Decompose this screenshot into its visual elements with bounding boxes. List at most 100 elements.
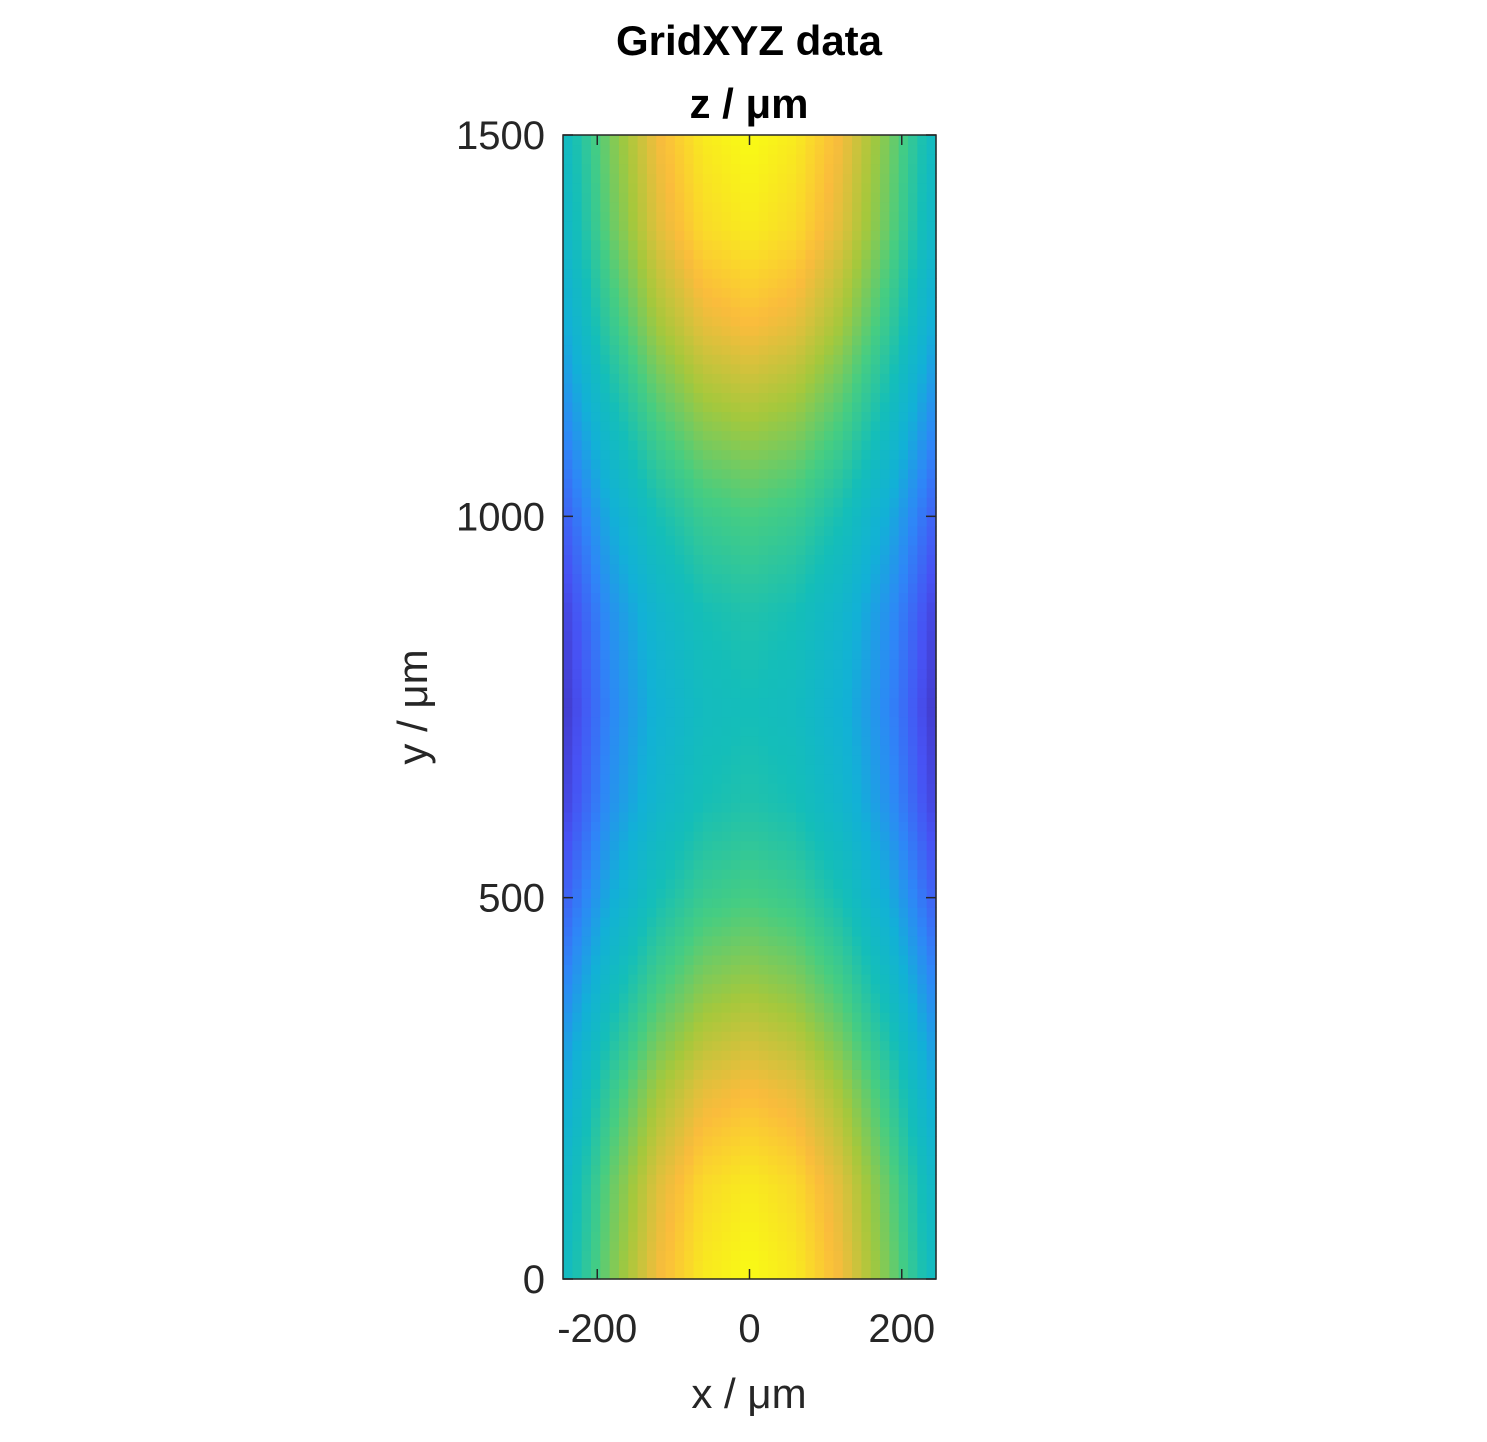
heatmap-cell: [609, 859, 620, 870]
heatmap-cell: [600, 1269, 611, 1280]
heatmap-cell: [590, 201, 601, 212]
heatmap-cell: [618, 1002, 629, 1013]
heatmap-cell: [665, 258, 676, 270]
heatmap-cell: [609, 649, 620, 660]
heatmap-cell: [684, 764, 695, 775]
heatmap-cell: [628, 773, 639, 784]
heatmap-cell: [833, 258, 844, 270]
heatmap-cell: [600, 392, 611, 403]
heatmap-cell: [572, 478, 583, 489]
heatmap-cell: [880, 135, 890, 146]
heatmap-cell: [889, 716, 900, 727]
heatmap-cell: [814, 783, 825, 794]
heatmap-cell: [572, 268, 583, 279]
heatmap-cell: [674, 544, 685, 556]
heatmap-cell: [870, 1031, 881, 1042]
heatmap-cell: [740, 1021, 751, 1032]
heatmap-cell: [749, 344, 760, 355]
heatmap-cell: [926, 945, 937, 956]
heatmap-cell: [693, 516, 704, 527]
heatmap-cell: [777, 964, 788, 975]
heatmap-cell: [852, 239, 862, 250]
heatmap-cell: [898, 630, 909, 641]
heatmap-cell: [572, 1269, 583, 1280]
heatmap-cell: [590, 354, 601, 365]
heatmap-cell: [861, 564, 872, 575]
heatmap-cell: [646, 1069, 657, 1080]
heatmap-cell: [796, 973, 807, 985]
heatmap-cell: [814, 621, 825, 632]
heatmap-cell: [833, 916, 844, 927]
heatmap-cell: [572, 1145, 583, 1156]
heatmap-cell: [796, 840, 807, 851]
heatmap-cell: [656, 220, 667, 231]
heatmap-cell: [842, 907, 853, 918]
heatmap-cell: [693, 421, 704, 432]
heatmap-cell: [758, 840, 769, 851]
heatmap-cell: [581, 602, 592, 613]
heatmap-cell: [833, 640, 844, 651]
heatmap-cell: [870, 335, 881, 346]
heatmap-cell: [572, 783, 583, 794]
heatmap-cell: [805, 707, 816, 718]
heatmap-cell: [637, 821, 648, 832]
heatmap-cell: [618, 201, 629, 212]
heatmap-cell: [842, 506, 853, 517]
heatmap-cell: [572, 573, 583, 584]
heatmap-cell: [563, 973, 573, 985]
heatmap-cell: [674, 773, 685, 784]
heatmap-cell: [609, 1145, 620, 1156]
heatmap-cell: [712, 1240, 723, 1251]
heatmap-cell: [665, 449, 676, 460]
heatmap-cell: [702, 888, 713, 899]
heatmap-cell: [861, 278, 872, 289]
heatmap-cell: [628, 239, 639, 250]
heatmap-cell: [600, 830, 611, 842]
heatmap-cell: [618, 583, 629, 594]
heatmap-cell: [758, 811, 769, 822]
heatmap-cell: [796, 983, 807, 994]
heatmap-cell: [842, 182, 853, 193]
heatmap-cell: [563, 592, 573, 603]
heatmap-cell: [824, 1145, 835, 1156]
heatmap-cell: [721, 726, 732, 737]
heatmap-cell: [628, 230, 639, 241]
heatmap-cell: [898, 335, 909, 346]
heatmap-cell: [674, 1116, 685, 1128]
heatmap-cell: [926, 525, 937, 536]
heatmap-cell: [796, 344, 807, 355]
heatmap-cell: [908, 707, 918, 718]
heatmap-cell: [777, 1012, 788, 1023]
heatmap-cell: [618, 1078, 629, 1089]
x-tick-label: 200: [868, 1307, 935, 1351]
heatmap-cell: [656, 583, 667, 594]
heatmap-cell: [646, 869, 657, 880]
heatmap-cell: [674, 163, 685, 174]
heatmap-cell: [721, 993, 732, 1004]
heatmap-cell: [637, 754, 648, 765]
heatmap-cell: [628, 1107, 639, 1118]
heatmap-cell: [768, 1031, 779, 1042]
heatmap-cell: [740, 1212, 751, 1223]
heatmap-cell: [702, 716, 713, 727]
heatmap-cell: [646, 421, 657, 432]
heatmap-cell: [889, 440, 900, 451]
heatmap-cell: [880, 421, 890, 432]
heatmap-cell: [768, 630, 779, 641]
heatmap-cell: [796, 1059, 807, 1070]
heatmap-cell: [618, 411, 629, 422]
heatmap-cell: [581, 1231, 592, 1242]
heatmap-cell: [609, 335, 620, 346]
heatmap-cell: [665, 1002, 676, 1013]
heatmap-cell: [646, 1269, 657, 1280]
heatmap-cell: [693, 506, 704, 517]
heatmap-cell: [674, 821, 685, 832]
heatmap-cell: [646, 306, 657, 317]
heatmap-cell: [814, 583, 825, 594]
heatmap-cell: [768, 544, 779, 556]
heatmap-cell: [740, 173, 751, 184]
heatmap-cell: [852, 449, 862, 460]
heatmap-cell: [721, 516, 732, 527]
heatmap-cell: [852, 1221, 862, 1232]
heatmap-cell: [674, 401, 685, 413]
